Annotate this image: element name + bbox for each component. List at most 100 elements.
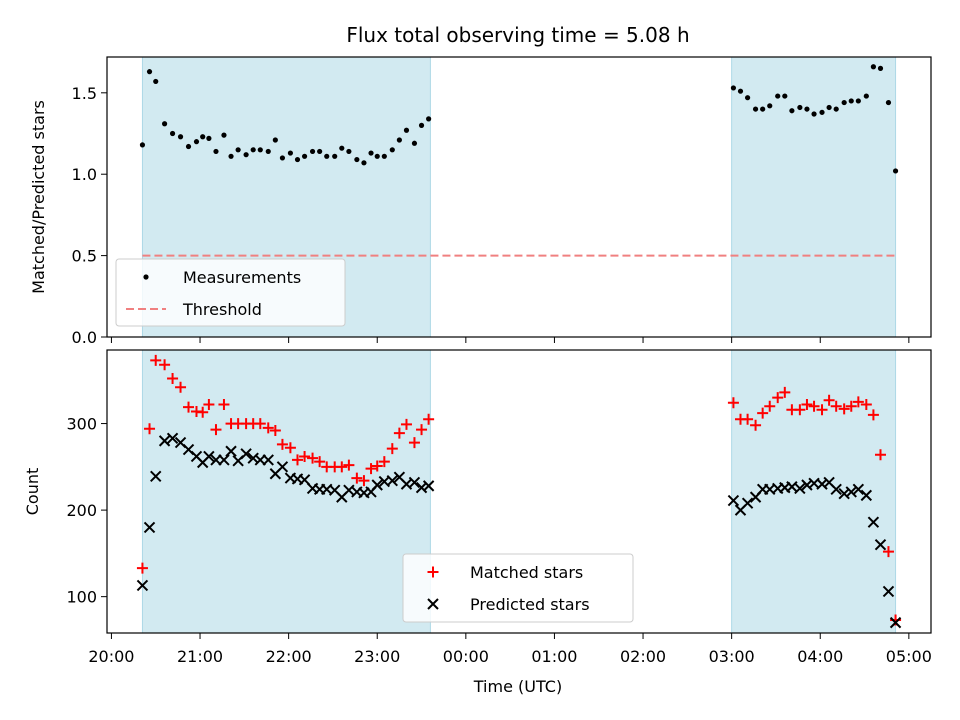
measurement-point xyxy=(161,121,168,127)
matched-star-point xyxy=(794,404,806,416)
matched-star-point xyxy=(845,400,857,412)
matched-star-point xyxy=(351,472,363,484)
predicted-star-point xyxy=(727,494,740,507)
measurement-point xyxy=(760,106,766,112)
plot-frame xyxy=(106,56,932,338)
measurement-point xyxy=(228,153,234,159)
measurement-point xyxy=(418,122,425,128)
legend-box xyxy=(115,258,346,327)
y-tick-label: 200 xyxy=(66,501,97,520)
matched-star-point xyxy=(291,454,303,466)
predicted-star-point xyxy=(203,450,215,463)
predicted-star-point xyxy=(166,432,179,444)
matched-star-point xyxy=(386,443,398,455)
measurement-point xyxy=(737,88,744,94)
legend-measurement-swatch xyxy=(143,274,149,280)
matched-star-point xyxy=(838,403,850,415)
matched-star-point xyxy=(742,413,754,425)
matched-star-point xyxy=(750,419,762,431)
matched-star-point xyxy=(218,399,230,411)
measurement-point xyxy=(213,148,219,155)
predicted-star-point xyxy=(741,497,754,509)
measurement-point xyxy=(279,155,286,161)
measurement-point xyxy=(332,153,338,159)
measurement-point xyxy=(235,147,241,153)
predicted-star-point xyxy=(845,486,857,498)
measurement-point xyxy=(730,85,737,91)
predicted-star-point xyxy=(150,470,162,483)
measurement-point xyxy=(346,148,352,155)
legend-label: Predicted stars xyxy=(470,595,590,614)
measurement-point xyxy=(361,160,367,166)
measurement-point xyxy=(294,156,301,163)
matched-star-point xyxy=(159,359,171,371)
y-tick-label: 1.5 xyxy=(72,84,97,103)
measurement-point xyxy=(863,93,869,99)
measurement-point xyxy=(855,98,861,104)
measurement-point xyxy=(752,106,759,112)
matched-star-point xyxy=(365,463,377,475)
measurement-point xyxy=(848,98,854,104)
matched-star-point xyxy=(727,397,739,409)
predicted-star-point xyxy=(136,579,149,592)
matched-star-point xyxy=(307,452,319,464)
matched-star-point xyxy=(183,401,195,413)
predicted-star-point xyxy=(386,474,399,487)
matched-star-point xyxy=(358,475,370,487)
measurement-point xyxy=(381,153,387,159)
measurement-point xyxy=(426,116,432,122)
legend-label: Threshold xyxy=(182,300,262,319)
matched-star-point xyxy=(416,424,428,436)
matched-star-point xyxy=(144,423,156,435)
matched-star-point xyxy=(336,461,348,473)
matched-star-point xyxy=(314,456,326,468)
measurement-point xyxy=(767,103,773,109)
x-tick-label: 05:00 xyxy=(886,647,932,666)
measurement-point xyxy=(265,148,271,155)
measurement-point xyxy=(206,135,212,141)
measurement-point xyxy=(870,64,877,70)
predicted-star-point xyxy=(158,435,171,447)
matched-star-point xyxy=(801,399,813,411)
legend-label: Matched stars xyxy=(470,563,583,582)
measurement-point xyxy=(287,150,294,156)
matched-star-point xyxy=(269,424,281,436)
measurement-point xyxy=(877,65,884,71)
measurement-point xyxy=(775,93,781,99)
x-tick-label: 01:00 xyxy=(531,647,577,666)
measurement-point xyxy=(257,147,263,153)
matched-star-point xyxy=(167,373,179,385)
measurement-point xyxy=(301,153,308,159)
matched-star-point xyxy=(299,450,311,462)
measurement-point xyxy=(146,69,153,75)
measurement-point xyxy=(833,106,839,112)
x-tick-label: 21:00 xyxy=(177,647,223,666)
plot-frame xyxy=(106,349,932,634)
matched-star-point xyxy=(852,396,864,408)
matched-star-point xyxy=(757,407,769,419)
matched-star-point xyxy=(408,437,420,449)
matched-star-point xyxy=(175,381,187,393)
measurement-point xyxy=(797,104,803,111)
measurement-point xyxy=(317,148,323,155)
predicted-star-point xyxy=(867,516,880,528)
y-axis-label: Matched/Predicted stars xyxy=(29,100,48,294)
y-tick-label: 1.0 xyxy=(72,165,97,184)
measurement-point xyxy=(826,104,832,111)
predicted-star-point xyxy=(225,445,237,457)
legend-box xyxy=(402,553,634,623)
y-axis-label: Count xyxy=(23,468,42,516)
measurement-point xyxy=(744,95,751,101)
y-tick-label: 300 xyxy=(66,415,97,434)
predicted-star-point xyxy=(882,585,895,598)
predicted-star-point xyxy=(276,461,289,473)
measurement-point xyxy=(221,132,227,138)
matched-star-point xyxy=(816,404,828,416)
measurement-point xyxy=(804,106,810,112)
x-tick-label: 04:00 xyxy=(797,647,843,666)
x-axis-label: Time (UTC) xyxy=(473,677,562,696)
measurement-point xyxy=(411,140,418,146)
predicted-star-point xyxy=(143,521,156,534)
legend-predicted-swatch xyxy=(427,598,439,610)
predicted-star-point xyxy=(240,448,252,460)
